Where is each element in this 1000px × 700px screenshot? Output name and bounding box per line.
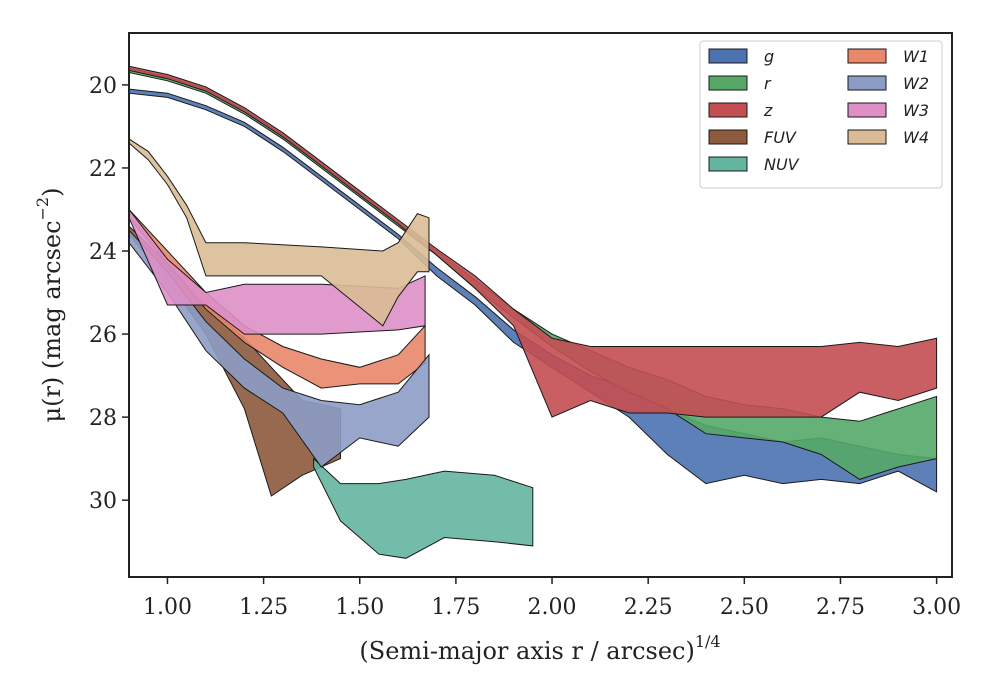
legend-label-w2: W2 xyxy=(903,74,929,93)
x-tick-label: 1.75 xyxy=(431,595,480,620)
x-tick-label: 3.00 xyxy=(912,595,961,620)
legend-label-fuv: FUV xyxy=(764,128,797,147)
x-tick-label: 1.50 xyxy=(335,595,384,620)
x-tick-label: 1.00 xyxy=(143,595,192,620)
legend-label-w1: W1 xyxy=(903,47,929,66)
legend-swatch-g xyxy=(708,48,748,64)
y-tick-label: 20 xyxy=(89,74,117,99)
legend-label-nuv: NUV xyxy=(764,155,800,174)
plot-frame xyxy=(128,32,953,578)
y-tick-label: 30 xyxy=(89,489,117,514)
legend-label-z: z xyxy=(763,101,773,120)
legend-label-r: r xyxy=(764,74,772,93)
legend-swatch-fuv xyxy=(708,129,748,145)
y-tick-label: 22 xyxy=(89,157,117,182)
axis-ticks: 1.00 1.25 1.50 1.75 2.00 2.25 2.50 2.75 3.00 20 22… xyxy=(89,74,961,620)
band-w4 xyxy=(128,137,430,327)
legend-swatch-w4 xyxy=(847,129,887,145)
legend-swatch-nuv xyxy=(708,156,748,172)
band-nuv xyxy=(313,457,534,559)
y-tick-label: 26 xyxy=(89,323,117,348)
x-tick-label: 2.50 xyxy=(720,595,769,620)
legend: grz FUV NUV W1 W2 W3 W4 xyxy=(699,40,943,189)
legend-label-w4: W4 xyxy=(903,128,929,147)
band-w2 xyxy=(128,229,430,468)
legend-label-g: g xyxy=(764,47,774,66)
x-tick-label: 2.25 xyxy=(624,595,673,620)
data-bands xyxy=(128,65,938,559)
legend-swatch-w2 xyxy=(847,75,887,91)
band-w3 xyxy=(128,208,426,335)
legend-swatch-w3 xyxy=(847,102,887,118)
legend-swatch-r xyxy=(708,75,748,91)
legend-label-w3: W3 xyxy=(903,101,929,120)
y-tick-label: 28 xyxy=(89,406,117,431)
legend-swatch-w1 xyxy=(847,48,887,64)
x-tick-label: 1.25 xyxy=(239,595,288,620)
y-axis-label: μ(r) (mag arcsec−2) xyxy=(33,188,66,423)
x-axis-label: (Semi-major axis r / arcsec)1/4 xyxy=(359,632,720,665)
x-tick-label: 2.00 xyxy=(528,595,577,620)
x-tick-label: 2.75 xyxy=(816,595,865,620)
y-tick-label: 24 xyxy=(89,240,117,265)
legend-swatch-z xyxy=(708,102,748,118)
